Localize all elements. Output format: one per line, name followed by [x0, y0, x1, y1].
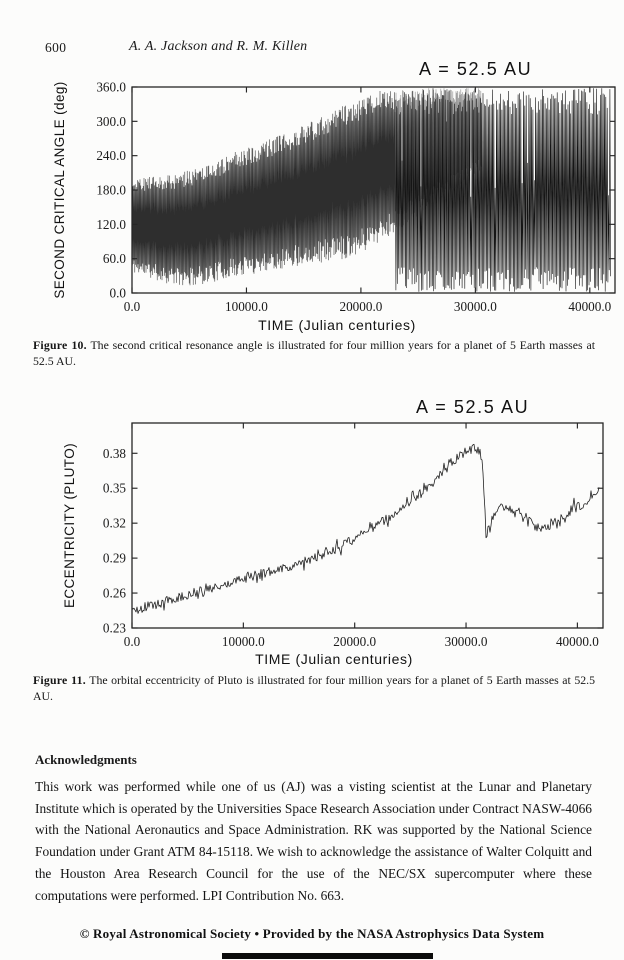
figure-11-annotation: A = 52.5 AU — [416, 397, 530, 417]
figure-10-caption: Figure 10. The second critical resonance… — [33, 338, 595, 369]
y-tick-label: 120.0 — [96, 217, 126, 232]
y-tick-label: 0.29 — [103, 551, 126, 566]
y-tick-label: 180.0 — [96, 183, 126, 198]
y-axis-title: ECCENTRICITY (PLUTO) — [62, 443, 77, 608]
x-axis-title: TIME (Julian centuries) — [258, 317, 416, 333]
running-head: A. A. Jackson and R. M. Killen — [129, 39, 308, 54]
y-tick-label: 0.23 — [103, 621, 126, 636]
acknowledgments-text: This work was performed while one of us … — [35, 779, 592, 903]
acknowledgments-heading: Acknowledgments — [35, 752, 137, 767]
figure-11-chart: 0.0 10000.0 20000.0 30000.0 40000.0 0.23 0.26 0… — [62, 422, 604, 667]
x-tick-label: 20000.0 — [339, 299, 382, 314]
y-axis-title: SECOND CRITICAL ANGLE (deg) — [52, 81, 67, 298]
footer-text: © Royal Astronomical Society • Provided … — [79, 926, 545, 941]
x-tick-label: 30000.0 — [454, 299, 497, 314]
y-tick-label: 0.35 — [103, 481, 126, 496]
page-number: 600 — [45, 40, 67, 55]
x-tick-label: 0.0 — [124, 299, 141, 314]
figure-10-chart: 0.0 10000.0 20000.0 30000.0 40000.0 0.0 60.0 12… — [52, 80, 616, 333]
y-tick-label: 240.0 — [96, 148, 126, 163]
x-tick-label: 30000.0 — [445, 634, 488, 649]
libration-band — [131, 90, 396, 286]
y-tick-label: 300.0 — [96, 114, 126, 129]
x-tick-label: 10000.0 — [222, 634, 265, 649]
figure-11-caption-text: The orbital eccentricity of Pluto is ill… — [33, 673, 595, 703]
x-tick-label: 10000.0 — [225, 299, 268, 314]
figure-10-caption-text: The second critical resonance angle is i… — [33, 338, 595, 368]
figure-10-label: Figure 10. — [33, 338, 87, 352]
x-tick-label: 40000.0 — [556, 634, 599, 649]
y-tick-label: 0.0 — [110, 286, 127, 301]
y-tick-label: 0.26 — [103, 586, 126, 601]
circulation-series — [394, 88, 611, 292]
eccentricity-series — [131, 443, 600, 614]
figure-11-label: Figure 11. — [33, 673, 86, 687]
y-tick-label: 60.0 — [103, 251, 126, 266]
x-tick-label: 0.0 — [124, 634, 141, 649]
x-tick-label: 20000.0 — [333, 634, 376, 649]
figure-10-annotation: A = 52.5 AU — [419, 59, 533, 79]
x-axis-title: TIME (Julian centuries) — [255, 651, 413, 667]
scan-artifact-bar — [222, 953, 433, 959]
y-tick-label: 360.0 — [96, 80, 126, 95]
y-tick-label: 0.38 — [103, 446, 126, 461]
figure-11-frame — [131, 422, 604, 629]
y-tick-label: 0.32 — [103, 516, 126, 531]
figure-11-caption: Figure 11. The orbital eccentricity of P… — [33, 673, 595, 704]
x-tick-label: 40000.0 — [568, 299, 611, 314]
